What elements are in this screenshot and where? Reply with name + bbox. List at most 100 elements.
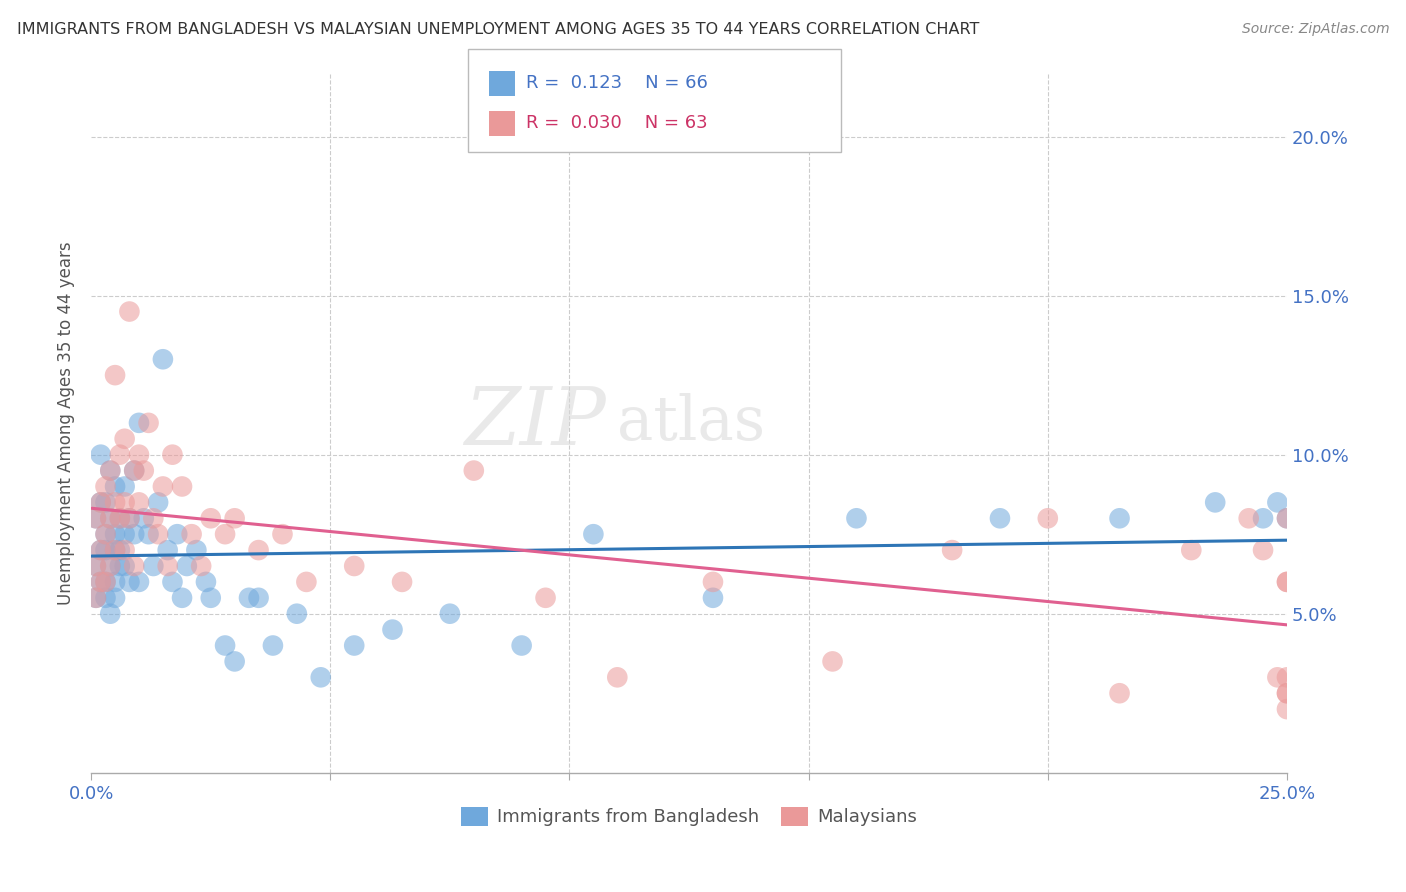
- Point: [295, 574, 318, 589]
- Point: [343, 639, 366, 653]
- Point: [162, 574, 184, 589]
- Text: R =  0.030    N = 63: R = 0.030 N = 63: [526, 114, 707, 132]
- Point: [94, 479, 117, 493]
- Point: [104, 543, 127, 558]
- Point: [122, 464, 145, 478]
- Point: [84, 591, 107, 605]
- Point: [94, 527, 117, 541]
- Point: [702, 591, 724, 605]
- Point: [138, 416, 160, 430]
- Point: [132, 511, 155, 525]
- Point: [98, 464, 121, 478]
- Point: [118, 511, 141, 525]
- Point: [104, 368, 127, 383]
- Point: [104, 574, 127, 589]
- Point: [108, 511, 131, 525]
- Point: [114, 559, 136, 574]
- Point: [94, 543, 117, 558]
- Point: [606, 670, 628, 684]
- Point: [170, 479, 193, 493]
- Point: [84, 511, 107, 525]
- Point: [90, 574, 112, 589]
- Point: [128, 416, 150, 430]
- Point: [1267, 670, 1289, 684]
- Point: [309, 670, 332, 684]
- Point: [122, 527, 145, 541]
- Point: [114, 543, 136, 558]
- Point: [142, 559, 165, 574]
- Point: [194, 574, 217, 589]
- Point: [1275, 686, 1298, 700]
- Point: [534, 591, 557, 605]
- Point: [114, 479, 136, 493]
- Point: [214, 527, 236, 541]
- Point: [142, 511, 165, 525]
- Point: [90, 495, 112, 509]
- Point: [94, 574, 117, 589]
- Point: [1275, 511, 1298, 525]
- Point: [90, 448, 112, 462]
- Point: [118, 574, 141, 589]
- Point: [1275, 702, 1298, 716]
- Point: [84, 559, 107, 574]
- Point: [98, 511, 121, 525]
- Point: [114, 527, 136, 541]
- Point: [845, 511, 868, 525]
- Point: [343, 559, 366, 574]
- Point: [84, 511, 107, 525]
- Point: [90, 543, 112, 558]
- Point: [510, 639, 533, 653]
- Point: [1108, 511, 1130, 525]
- Point: [224, 511, 246, 525]
- Point: [1036, 511, 1059, 525]
- Point: [186, 543, 208, 558]
- Point: [122, 464, 145, 478]
- Point: [463, 464, 485, 478]
- Point: [94, 527, 117, 541]
- Point: [1267, 495, 1289, 509]
- Y-axis label: Unemployment Among Ages 35 to 44 years: Unemployment Among Ages 35 to 44 years: [58, 241, 75, 605]
- Point: [108, 448, 131, 462]
- Point: [1275, 686, 1298, 700]
- Point: [138, 527, 160, 541]
- Point: [1108, 686, 1130, 700]
- Point: [104, 543, 127, 558]
- Point: [1180, 543, 1202, 558]
- Point: [90, 543, 112, 558]
- Point: [152, 479, 174, 493]
- Point: [108, 511, 131, 525]
- Text: R =  0.123    N = 66: R = 0.123 N = 66: [526, 74, 707, 92]
- Point: [98, 559, 121, 574]
- Point: [200, 591, 222, 605]
- Point: [104, 479, 127, 493]
- Text: Source: ZipAtlas.com: Source: ZipAtlas.com: [1241, 22, 1389, 37]
- Point: [190, 559, 212, 574]
- Point: [98, 464, 121, 478]
- Point: [271, 527, 294, 541]
- Point: [114, 432, 136, 446]
- Point: [84, 591, 107, 605]
- Point: [98, 559, 121, 574]
- Point: [224, 654, 246, 668]
- Point: [98, 511, 121, 525]
- Point: [1251, 511, 1274, 525]
- Point: [1275, 670, 1298, 684]
- Point: [1251, 543, 1274, 558]
- Point: [439, 607, 461, 621]
- Point: [176, 559, 198, 574]
- Text: IMMIGRANTS FROM BANGLADESH VS MALAYSIAN UNEMPLOYMENT AMONG AGES 35 TO 44 YEARS C: IMMIGRANTS FROM BANGLADESH VS MALAYSIAN …: [17, 22, 979, 37]
- Point: [1275, 574, 1298, 589]
- Point: [128, 448, 150, 462]
- Point: [1237, 511, 1260, 525]
- Point: [84, 559, 107, 574]
- Text: ZIP: ZIP: [464, 384, 606, 462]
- Point: [1275, 574, 1298, 589]
- Point: [128, 495, 150, 509]
- Point: [104, 591, 127, 605]
- Point: [98, 607, 121, 621]
- Point: [122, 559, 145, 574]
- Point: [146, 527, 169, 541]
- Point: [146, 495, 169, 509]
- Point: [214, 639, 236, 653]
- Point: [118, 511, 141, 525]
